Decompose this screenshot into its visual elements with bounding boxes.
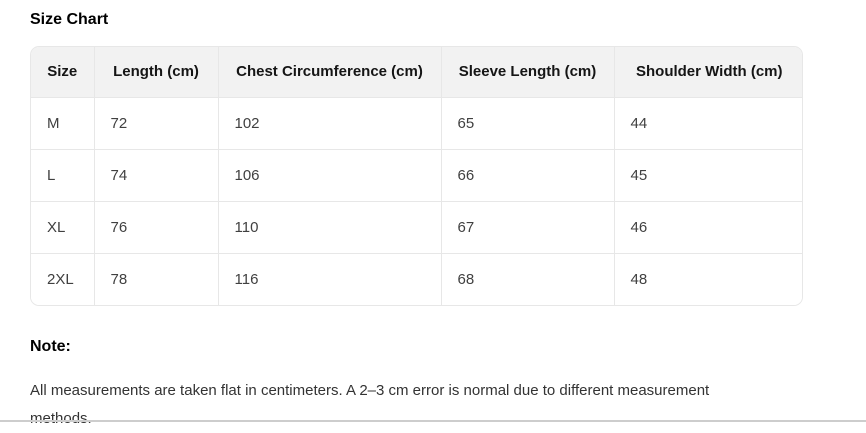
cell-length: 76 xyxy=(93,200,218,253)
note-heading: Note: xyxy=(30,338,71,355)
col-header-chest: Chest Circumference (cm) xyxy=(217,47,441,97)
table-header-row: Size Length (cm) Chest Circumference (cm… xyxy=(31,47,802,97)
table-row-m: M 72 102 65 44 xyxy=(31,96,802,149)
col-header-sleeve: Sleeve Length (cm) xyxy=(440,47,614,97)
cell-sleeve: 65 xyxy=(440,96,614,149)
note-text: All measurements are taken flat in centi… xyxy=(30,382,710,427)
cell-size: L xyxy=(31,148,94,201)
cell-chest: 102 xyxy=(217,96,441,149)
cell-sleeve: 68 xyxy=(440,252,614,305)
cell-length: 78 xyxy=(93,252,218,305)
col-header-shoulder: Shoulder Width (cm) xyxy=(613,47,802,97)
cell-size: 2XL xyxy=(31,252,94,305)
cell-chest: 110 xyxy=(217,200,441,253)
table-row-xl: XL 76 110 67 46 xyxy=(31,200,802,253)
cell-size: M xyxy=(31,96,94,149)
section-divider xyxy=(0,420,866,422)
col-header-length: Length (cm) xyxy=(93,47,218,97)
cell-length: 72 xyxy=(93,96,218,149)
cell-shoulder: 45 xyxy=(613,148,802,201)
table-row-l: L 74 106 66 45 xyxy=(31,148,802,201)
cell-chest: 106 xyxy=(217,148,441,201)
cell-shoulder: 48 xyxy=(613,252,802,305)
cell-sleeve: 67 xyxy=(440,200,614,253)
table-row-2xl: 2XL 78 116 68 48 xyxy=(31,252,802,305)
col-header-size: Size xyxy=(31,47,94,97)
size-chart-table-container: Size Length (cm) Chest Circumference (cm… xyxy=(30,46,803,306)
cell-sleeve: 66 xyxy=(440,148,614,201)
cell-chest: 116 xyxy=(217,252,441,305)
cell-shoulder: 46 xyxy=(613,200,802,253)
cell-shoulder: 44 xyxy=(613,96,802,149)
cell-size: XL xyxy=(31,200,94,253)
cell-length: 74 xyxy=(93,148,218,201)
page-title: Size Chart xyxy=(30,11,109,28)
size-chart-table: Size Length (cm) Chest Circumference (cm… xyxy=(31,47,802,305)
